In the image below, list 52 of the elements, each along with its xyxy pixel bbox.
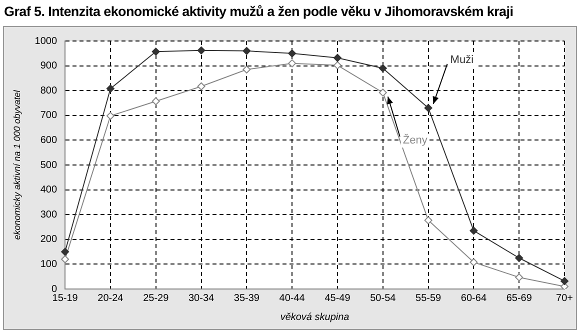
point bbox=[152, 48, 160, 56]
y-tick-label: 300 bbox=[40, 209, 58, 220]
x-axis-title: věková skupina bbox=[280, 312, 350, 323]
point bbox=[560, 282, 569, 289]
y-tick-label: 400 bbox=[40, 184, 58, 196]
y-tick-label: 100 bbox=[40, 258, 58, 270]
point bbox=[378, 64, 387, 72]
point bbox=[61, 248, 70, 256]
point bbox=[197, 82, 206, 90]
point bbox=[288, 59, 296, 68]
point bbox=[152, 97, 160, 106]
x-tick-label: 20-24 bbox=[98, 292, 124, 304]
point bbox=[197, 46, 206, 54]
x-tick-label: 35-39 bbox=[234, 292, 260, 304]
x-tick-label: 70+ bbox=[556, 292, 574, 304]
point bbox=[242, 66, 251, 74]
point bbox=[515, 254, 524, 262]
y-tick-label: 600 bbox=[40, 134, 58, 146]
point bbox=[288, 49, 296, 58]
x-tick-label: 65-69 bbox=[506, 292, 532, 304]
y-tick-label: 700 bbox=[40, 110, 58, 122]
y-axis-title: ekonomicky aktivní na 1 000 obyvatel bbox=[12, 89, 22, 240]
x-tick-label: 30-34 bbox=[188, 292, 214, 304]
point bbox=[424, 216, 432, 224]
x-tick-label: 15-19 bbox=[52, 292, 78, 304]
y-tick-label: 500 bbox=[40, 160, 58, 171]
chart-title: Graf 5. Intenzita ekonomické aktivity mužů a žen podle věku v Jihomoravském kraji bbox=[4, 4, 514, 19]
x-tick-label: 45-49 bbox=[324, 292, 351, 304]
x-tick-label: 50-54 bbox=[370, 292, 396, 304]
x-tick-label: 25-29 bbox=[143, 292, 170, 304]
point bbox=[515, 273, 524, 282]
point bbox=[333, 61, 342, 70]
x-tick-label: 60-64 bbox=[460, 292, 487, 304]
point bbox=[424, 104, 432, 112]
point bbox=[106, 84, 114, 93]
series-label: Ženy bbox=[402, 134, 428, 147]
point bbox=[61, 255, 70, 264]
point bbox=[106, 112, 114, 120]
point bbox=[470, 226, 478, 235]
y-tick-label: 900 bbox=[40, 60, 58, 72]
text: Muži bbox=[450, 54, 474, 66]
y-tick-label: 200 bbox=[40, 234, 58, 246]
point bbox=[333, 54, 342, 62]
y-tick-label: 0 bbox=[51, 284, 58, 295]
y-tick-label: 1000 bbox=[34, 36, 58, 47]
point bbox=[242, 46, 251, 55]
point bbox=[560, 277, 569, 286]
point bbox=[470, 258, 478, 266]
x-tick-label: 55-59 bbox=[416, 292, 442, 304]
point bbox=[378, 88, 387, 97]
y-tick-label: 800 bbox=[40, 85, 58, 96]
x-tick-label: 40-44 bbox=[279, 292, 306, 304]
